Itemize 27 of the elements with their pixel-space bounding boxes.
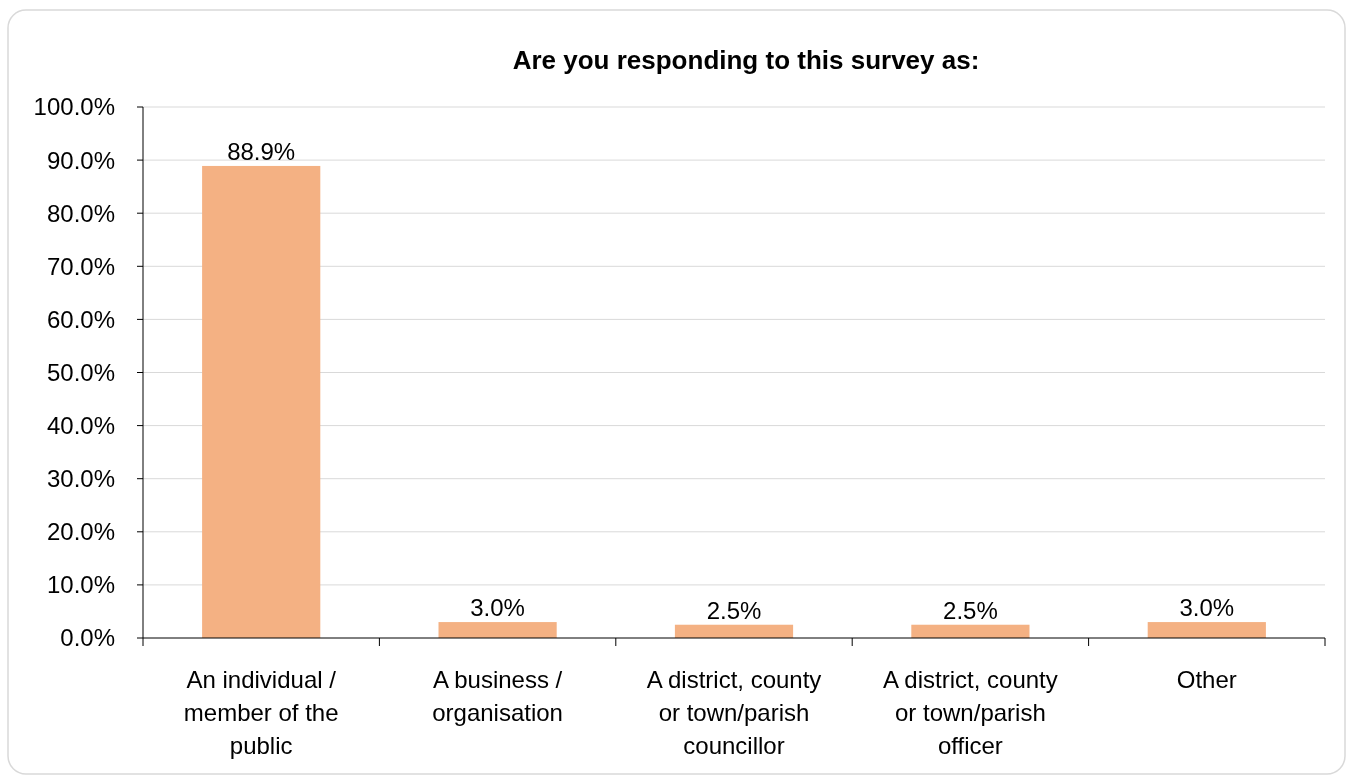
y-tick-label: 60.0%	[46, 305, 115, 333]
y-tick-label: 100.0%	[33, 93, 115, 121]
data-label: 88.9%	[227, 137, 296, 165]
x-tick-label: A district, county or town/parish councillor	[646, 666, 822, 759]
y-tick-label: 20.0%	[46, 518, 115, 546]
y-tick-label: 90.0%	[46, 146, 115, 174]
data-label: 3.0%	[1179, 594, 1235, 622]
x-tick-label: A district, county or town/parish officer	[883, 666, 1058, 759]
bar	[911, 624, 1030, 638]
data-label: 3.0%	[470, 594, 525, 622]
y-tick-label: 10.0%	[46, 571, 115, 599]
y-tick-label: 70.0%	[46, 252, 115, 280]
bar	[202, 165, 321, 638]
chart-title: Are you responding to this survey as:	[512, 45, 980, 75]
bar	[1147, 622, 1266, 638]
y-tick-label: 30.0%	[46, 465, 115, 493]
y-tick-label: 40.0%	[46, 412, 115, 439]
data-label: 2.5%	[706, 596, 762, 624]
x-tick-label: A business / organisation	[432, 666, 563, 726]
y-tick-label: 50.0%	[46, 358, 115, 386]
x-tick-label: An individual / member of the public	[183, 666, 339, 759]
data-label: 2.5%	[943, 596, 998, 624]
bar	[438, 622, 557, 638]
bar	[674, 624, 794, 638]
y-tick-label: 0.0%	[60, 624, 115, 652]
x-tick-label: Other	[1176, 666, 1237, 693]
y-tick-label: 80.0%	[46, 199, 115, 227]
